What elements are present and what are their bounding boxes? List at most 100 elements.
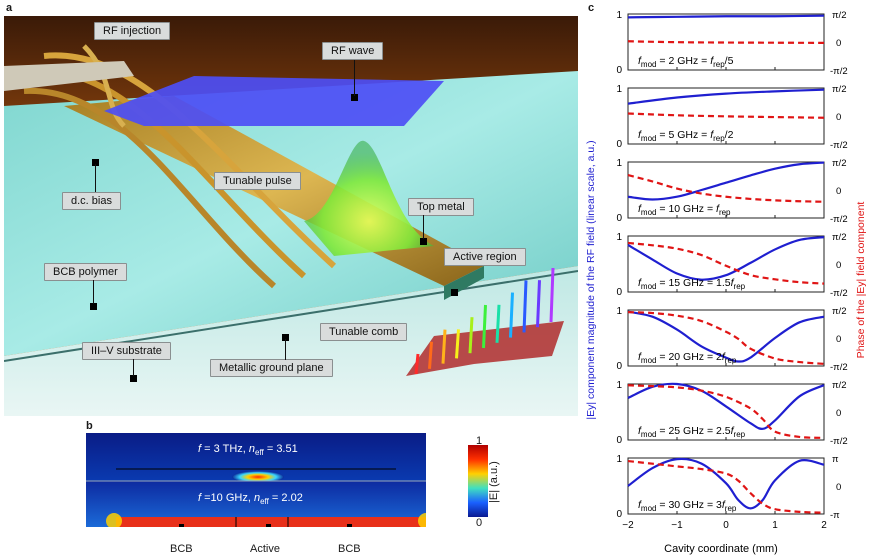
right-tick-label: -π/2	[830, 288, 848, 299]
panel-b-letter: b	[86, 420, 93, 432]
mode-profile-map	[86, 433, 426, 527]
field-profile-charts: |Ey| component magnitude of the RF field…	[585, 10, 867, 555]
bcb-polymer-marker	[90, 303, 97, 310]
chart-panel: 1 0 π/2 0 -π/2 fmod = 2 GHz = frep/5	[616, 10, 847, 77]
right-tick-label: π/2	[832, 10, 846, 21]
ground-plane-marker	[282, 334, 289, 341]
thz-mode-label: f = 3 THz, neff = 3.51	[198, 443, 298, 458]
left-tick-label: 0	[616, 509, 622, 520]
colorbar-label: |E| (a.u.)	[488, 461, 500, 503]
right-tick-label: π/2	[832, 380, 846, 391]
panel-c-letter: c	[588, 2, 595, 14]
right-tick-label: 0	[836, 408, 841, 419]
device-illustration: RF injection RF wave d.c. bias Tunable p…	[4, 16, 578, 416]
right-tick-label: 0	[836, 38, 841, 49]
right-tick-label: -π/2	[830, 362, 848, 373]
right-tick-label: π/2	[832, 84, 846, 95]
phase-series-line	[627, 173, 825, 203]
x-tick-label: −2	[622, 520, 634, 531]
right-tick-label: π/2	[832, 306, 846, 317]
right-tick-label: -π/2	[830, 140, 848, 151]
right-tick-label: π/2	[832, 232, 846, 243]
x-axis-title: Cavity coordinate (mm)	[664, 543, 778, 555]
left-tick-label: 1	[616, 10, 622, 21]
ground-plane-label: Metallic ground plane	[210, 359, 333, 377]
left-tick-label: 1	[616, 84, 622, 95]
left-tick-label: 0	[616, 361, 622, 372]
right-tick-label: 0	[836, 334, 841, 345]
comb-line	[509, 292, 514, 338]
left-axis-title: |Ey| component magnitude of the RF field…	[585, 140, 597, 419]
colorbar	[468, 445, 488, 517]
comb-line	[414, 353, 420, 375]
phase-series-line	[627, 459, 825, 514]
thz-neff: 3.51	[276, 443, 298, 455]
colorbar-max: 1	[476, 435, 483, 447]
magnitude-series-line	[627, 161, 825, 201]
chart-panel: 1 0 π/2 0 -π/2 fmod = 5 GHz = frep/2	[616, 84, 847, 151]
chart-panel: 1 0 π 0 -π fmod = 30 GHz = 3frep −2 −1 0 1 2	[616, 454, 841, 531]
colorbar-min: 0	[476, 517, 483, 529]
rf-wave-leader	[354, 60, 355, 96]
right-tick-label: -π/2	[830, 214, 848, 225]
ghz-freq: 10	[210, 492, 223, 504]
comb-line	[495, 304, 501, 343]
x-tick-label: 0	[723, 520, 729, 531]
top-metal-leader	[423, 215, 424, 239]
ghz-unit: GHz	[225, 492, 248, 504]
comb-line	[455, 329, 460, 359]
right-tick-label: 0	[836, 112, 841, 123]
top-metal-marker	[420, 238, 427, 245]
rf-wave-label: RF wave	[322, 42, 384, 60]
right-tick-label: π	[832, 454, 839, 465]
mode-profile-panel: f = 3 THz, neff = 3.51 f =10 GHz, neff =…	[86, 433, 518, 555]
left-tick-label: 0	[616, 65, 622, 76]
chart-panel: 1 0 π/2 0 -π/2 fmod = 25 GHz = 2.5frep	[616, 380, 847, 447]
magnitude-series-line	[627, 382, 825, 430]
magnitude-series-line	[627, 310, 825, 363]
chart-panel: 1 0 π/2 0 -π/2 fmod = 10 GHz = frep	[616, 158, 847, 225]
left-tick-label: 0	[616, 139, 622, 150]
chart-panel: 1 0 π/2 0 -π/2 fmod = 15 GHz = 1.5frep	[616, 232, 847, 299]
bcb-polymer-label: BCB polymer	[44, 263, 127, 281]
x-tick-label: −1	[671, 520, 683, 531]
modulation-annotation: fmod = 10 GHz = frep	[638, 203, 731, 217]
comb-line	[522, 280, 528, 333]
panel-a-letter: a	[6, 2, 13, 14]
comb-line	[468, 317, 474, 354]
left-tick-label: 1	[616, 380, 622, 391]
phase-series-line	[627, 241, 825, 285]
right-tick-label: -π	[830, 510, 840, 521]
comb-line	[482, 304, 487, 349]
substrate-label: III–V substrate	[82, 342, 171, 360]
phase-series-line	[627, 112, 825, 119]
modulation-annotation: fmod = 5 GHz = frep/2	[638, 129, 734, 143]
magnitude-series-line	[627, 88, 825, 105]
dc-bias-label: d.c. bias	[62, 192, 121, 210]
left-tick-label: 0	[616, 435, 622, 446]
active-region-marker	[451, 289, 458, 296]
right-tick-label: -π/2	[830, 436, 848, 447]
substrate-marker	[130, 375, 137, 382]
dc-bias-marker	[92, 159, 99, 166]
ghz-mode-label: f =10 GHz, neff = 2.02	[198, 492, 303, 507]
ground-plane-leader	[285, 339, 286, 360]
rf-injection-label: RF injection	[94, 22, 171, 40]
region-label-bcb-left: BCB	[170, 543, 193, 555]
comb-line	[441, 329, 447, 364]
tunable-pulse-label: Tunable pulse	[214, 172, 301, 190]
magnitude-series-line	[627, 457, 825, 510]
rf-wave-marker	[351, 94, 358, 101]
phase-series-line	[627, 384, 825, 439]
x-tick-label: 2	[821, 520, 827, 531]
top-metal-label: Top metal	[408, 198, 474, 216]
modulation-annotation: fmod = 20 GHz = 2frep	[638, 351, 737, 365]
comb-line	[428, 341, 433, 369]
magnitude-series-line	[627, 14, 825, 19]
comb-line	[536, 280, 541, 328]
active-region-label: Active region	[444, 248, 526, 266]
left-tick-label: 1	[616, 158, 622, 169]
left-tick-label: 1	[616, 232, 622, 243]
modulation-annotation: fmod = 15 GHz = 1.5frep	[638, 277, 746, 291]
substrate-leader	[133, 359, 134, 376]
